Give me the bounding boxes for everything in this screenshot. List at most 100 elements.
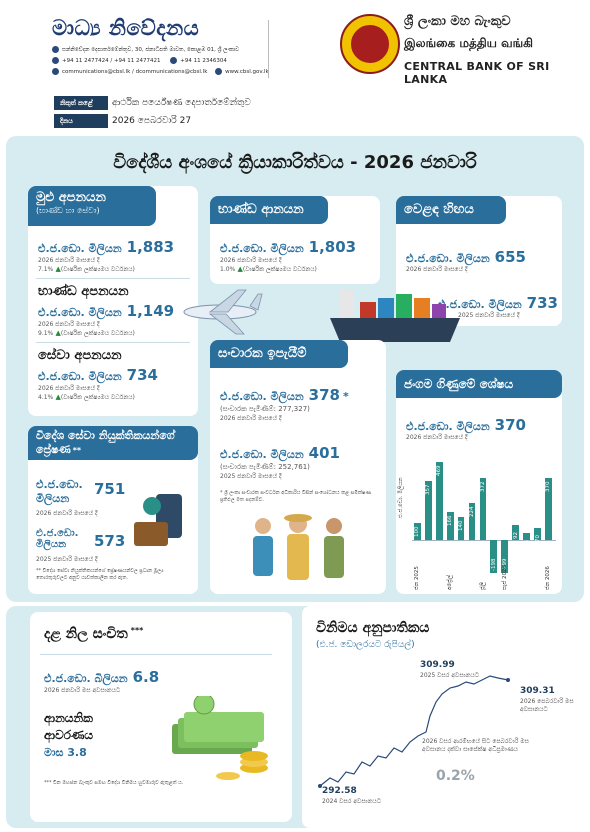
tourism-previous: එ.ජ.ඩො. මිලියන 401 [220, 444, 340, 462]
exchange-change-note: 2026 වසර ආරම්භයේ සිට පෙබරවාරි මස අවසානය … [422, 738, 529, 753]
remittances-prefix-2: එ.ජ.ඩො. මිලියන [36, 528, 79, 550]
exports-subtitle: (භාණ්ඩ හා සේවා) [36, 206, 100, 215]
tourism-prefix-2: එ.ජ.ඩො. මිලියන [220, 448, 304, 461]
remittances-card: විදේශ සේවා නියුක්තිකයන්ගේ ප්‍රේෂණ ** එ.ජ.… [28, 426, 198, 594]
chart-bar-label: 166 [447, 515, 454, 527]
trade-deficit-current: එ.ජ.ඩො. මිලියන 655 [406, 248, 526, 266]
reserves-prefix: එ.ජ.ඩො. බිලියන [44, 672, 128, 685]
tourism-title: සංචාරක ඉපැයීම් [210, 340, 348, 368]
reserves-value: 6.8 [132, 668, 160, 686]
services-exports-prefix: එ.ජ.ඩො. මිලියන [38, 370, 122, 383]
trade-deficit-value-1: 655 [494, 248, 526, 266]
reserves-card: දළ නිල සංචිත *** එ.ජ.ඩො. බිලියන 6.8 2026 ජ… [30, 612, 292, 822]
trade-deficit-prefix-2: එ.ජ.ඩො. මිලියන [438, 298, 522, 311]
goods-exports-change-line: 9.1% ▲(වාර්ෂික ලක්ෂ්‍යමය වර්ධනය) [38, 329, 135, 338]
chart-bar [512, 524, 520, 540]
current-account-card: ජංගම ගිණුමේ ශේෂය එ.ජ.ඩො. මිලියන 370 2026 … [396, 370, 562, 594]
contact-line: communications@cbsl.lk / dcommunications… [52, 68, 269, 75]
chart-bar [479, 478, 487, 540]
email-icon [52, 68, 59, 75]
reserves-footnote: *** චීන මහජන බැංකුව සමඟ විදේශ විනිමය හුව… [44, 780, 184, 786]
tourism-value-2: 401 [308, 444, 340, 462]
tourism-current: එ.ජ.ඩො. මිලියන 378 * [220, 386, 349, 404]
chart-x-tick-label: ජූලි [479, 582, 486, 590]
trade-deficit-prefix-1: එ.ජ.ඩො. මිලියන [406, 252, 490, 265]
exports-total-value: 1,883 [126, 238, 175, 256]
remittances-note-2: 2025 ජනවාරි මාසයේ දී [36, 556, 98, 563]
chart-bar-label: 100 [414, 526, 421, 538]
chart-bar [545, 478, 552, 540]
web-text[interactable]: www.cbsl.gov.lk [225, 69, 269, 75]
exchange-change-value: 0.2% [436, 768, 475, 784]
up-arrow-icon: ▲ [53, 329, 61, 337]
phone-text: +94 11 2477424 / +94 11 2477421 [62, 58, 161, 64]
services-exports-title: සේවා අපනයන [38, 348, 122, 363]
current-account-note: 2026 ජනවාරි මාසයේ දී [406, 434, 468, 441]
chart-bar [424, 480, 432, 540]
exchange-high-note: 2025 වසර අවසානයට [420, 672, 480, 679]
tourism-value-1: 378 [308, 386, 340, 404]
divider [40, 654, 272, 655]
tourists-illustration [253, 514, 344, 580]
bank-name-tamil: இலங்கை மத்திய வங்கி [404, 36, 533, 50]
goods-exports-total: එ.ජ.ඩො. මිලියන 1,149 [38, 302, 174, 320]
current-account-value: 370 [494, 416, 526, 434]
wallet-phone-icon [134, 494, 182, 546]
imports-change-line: 1.0% ▲(වාර්ෂික ලක්ෂ්‍යමය වර්ධනය) [220, 265, 317, 274]
chart-bar-label: 357 [425, 484, 432, 495]
remittances-note-1: 2026 ජනවාරි මාසයේ දී [36, 510, 98, 517]
email-text[interactable]: communications@cbsl.lk / dcommunications… [62, 69, 208, 75]
address-text: සන්නිවේදන දෙපාර්තමේන්තුව, 30, ජනාධිපති ම… [62, 47, 240, 53]
services-exports-note: 2026 ජනවාරි මාසයේ දී [38, 385, 100, 392]
trade-deficit-previous: එ.ජ.ඩො. මිලියන 733 [438, 294, 558, 312]
remittances-prefix-1: එ.ජ.ඩො. මිලියන [36, 478, 83, 505]
exchange-low-note: 2024 වසර අවසානයට [322, 798, 382, 805]
divider [36, 278, 190, 279]
services-exports-change-line: 4.1% ▲(වාර්ෂික ලක්ෂ්‍යමය වර්ධනය) [38, 393, 135, 402]
exports-card: මුළු අපනයන (භාණ්ඩ හා සේවා) එ.ජ.ඩො. මිලිය… [28, 186, 198, 416]
goods-exports-change: 9.1% [38, 330, 54, 337]
tourism-note-2: 2025 ජනවාරි මාසයේ දී [220, 473, 282, 480]
reserves-star: *** [130, 626, 144, 635]
tourism-arrivals-2: (සංචාරක පැමිණීම්: 252,761) [220, 463, 310, 471]
exports-total-change: 7.1% [38, 266, 54, 273]
current-account-chart: 100 ජන 2025 357 469 166 අප්‍රේල් 140 224 372 ජූලි… [410, 448, 558, 592]
reserves-title-line: දළ නිල සංචිත *** [44, 626, 143, 642]
airplane-icon [183, 289, 263, 335]
exchange-rate-line [318, 675, 510, 788]
tourism-star: * [342, 390, 349, 403]
exchange-card: විනිමය අනුපාතිකය (එ.ජ. ඩොලරයට රුපියල්) 3… [302, 606, 584, 828]
reserves-total: එ.ජ.ඩො. බිලියන 6.8 [44, 668, 159, 686]
chart-bar-label: 45 [523, 539, 530, 547]
chart-bar [435, 461, 443, 540]
location-icon [52, 46, 59, 53]
chart-bar [468, 502, 476, 540]
divider [36, 342, 190, 343]
chart-bar [446, 512, 454, 540]
issued-by-value: ආර්ථික පර්යේෂණ දෙපාර්තමේන්තුව [112, 98, 251, 108]
chart-bar [414, 523, 421, 540]
imports-change-note: (වාර්ෂික ලක්ෂ්‍යමය වර්ධනය) [242, 266, 317, 273]
phone-line: +94 11 2477424 / +94 11 2477421 +94 11 2… [52, 57, 227, 64]
tourism-note-1: 2026 ජනවාරි මාසයේ දී [220, 415, 282, 422]
tourism-arrivals-1: (සංචාරක පැමිණීම්: 277,327) [220, 405, 310, 413]
import-cover-title: ආනයනික ආවරණය [44, 711, 94, 742]
chart-bar [523, 532, 530, 540]
chart-bar-label: 140 [458, 520, 465, 531]
chart-bar-label: -198 [490, 558, 497, 571]
exports-title: මුළු අපනයන [36, 190, 106, 205]
chart-bar-label: 372 [479, 481, 486, 493]
chart-x-tick-label: සැප් 2025 [501, 565, 508, 590]
imports-total: එ.ජ.ඩො. මිලියන 1,803 [220, 238, 356, 256]
phone-icon [52, 57, 59, 64]
trade-illustration [183, 289, 460, 342]
imports-note: 2026 ජනවාරි මාසයේ දී [220, 257, 282, 264]
exports-total: එ.ජ.ඩො. මිලියන 1,883 [38, 238, 174, 256]
exchange-latest-value: 309.31 [520, 686, 555, 696]
imports-value: 1,803 [308, 238, 357, 256]
goods-exports-value: 1,149 [126, 302, 175, 320]
remittances-value-1: 751 [94, 480, 126, 498]
current-account-prefix: එ.ජ.ඩො. මිලියන [406, 420, 490, 433]
goods-exports-note: 2026 ජනවාරි මාසයේ දී [38, 321, 100, 328]
goods-exports-title: භාණ්ඩ අපනයන [38, 284, 129, 299]
